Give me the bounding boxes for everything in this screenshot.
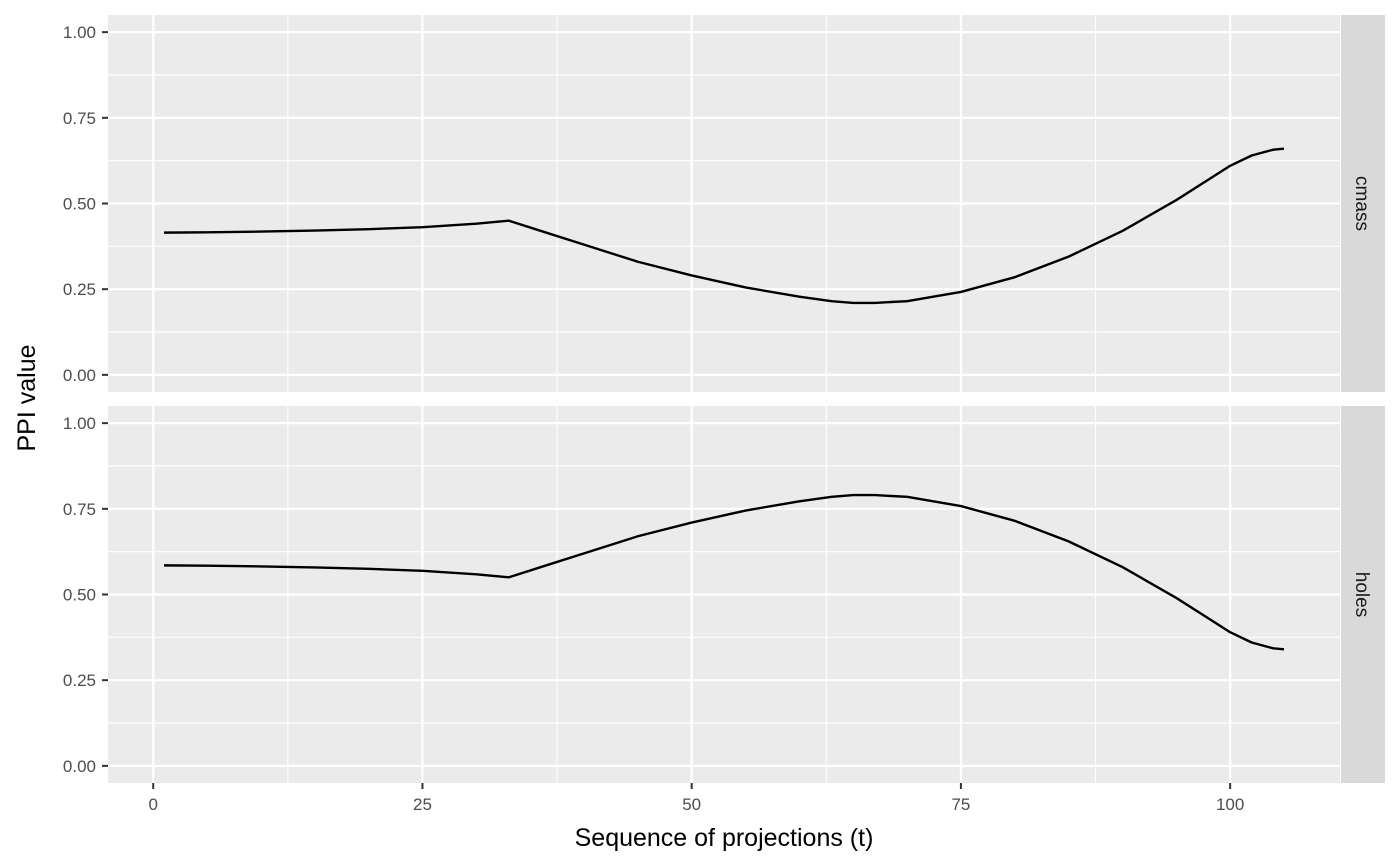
x-tick-label: 75 xyxy=(951,795,970,814)
y-tick-label: 0.25 xyxy=(63,280,96,299)
y-tick-label: 0.00 xyxy=(63,366,96,385)
y-axis-title: PPI value xyxy=(13,344,41,451)
series-line-holes xyxy=(163,493,1285,651)
facet-holes: 0.00 0.25 0.50 0.75 1.00 holes xyxy=(63,406,1385,783)
facet-strip xyxy=(1341,406,1385,783)
x-tick-label: 25 xyxy=(413,795,432,814)
facet-cmass: 0.00 0.25 0.50 0.75 1.00 cmass xyxy=(63,15,1385,392)
y-tick-label: 0.50 xyxy=(63,586,96,605)
y-tick-label: 0.00 xyxy=(63,757,96,776)
facet-strip-label: holes xyxy=(1351,572,1372,617)
x-axis: 0 25 50 75 100 xyxy=(148,783,1244,814)
y-tick-label: 0.75 xyxy=(63,109,96,128)
x-tick-label: 100 xyxy=(1216,795,1244,814)
x-tick-label: 0 xyxy=(148,795,157,814)
x-axis-title: Sequence of projections (t) xyxy=(575,824,874,852)
y-tick-label: 0.25 xyxy=(63,671,96,690)
y-tick-label: 0.50 xyxy=(63,195,96,214)
y-tick-label: 1.00 xyxy=(63,23,96,42)
x-tick-label: 50 xyxy=(682,795,701,814)
facet-strip xyxy=(1341,15,1385,392)
y-tick-label: 1.00 xyxy=(63,414,96,433)
series-line-cmass xyxy=(163,147,1285,305)
y-tick-label: 0.75 xyxy=(63,500,96,519)
facet-strip-label: cmass xyxy=(1351,176,1372,231)
facets-layer: 0.00 0.25 0.50 0.75 1.00 cmass 0.00 0.25 0.50 0.7… xyxy=(63,15,1385,783)
